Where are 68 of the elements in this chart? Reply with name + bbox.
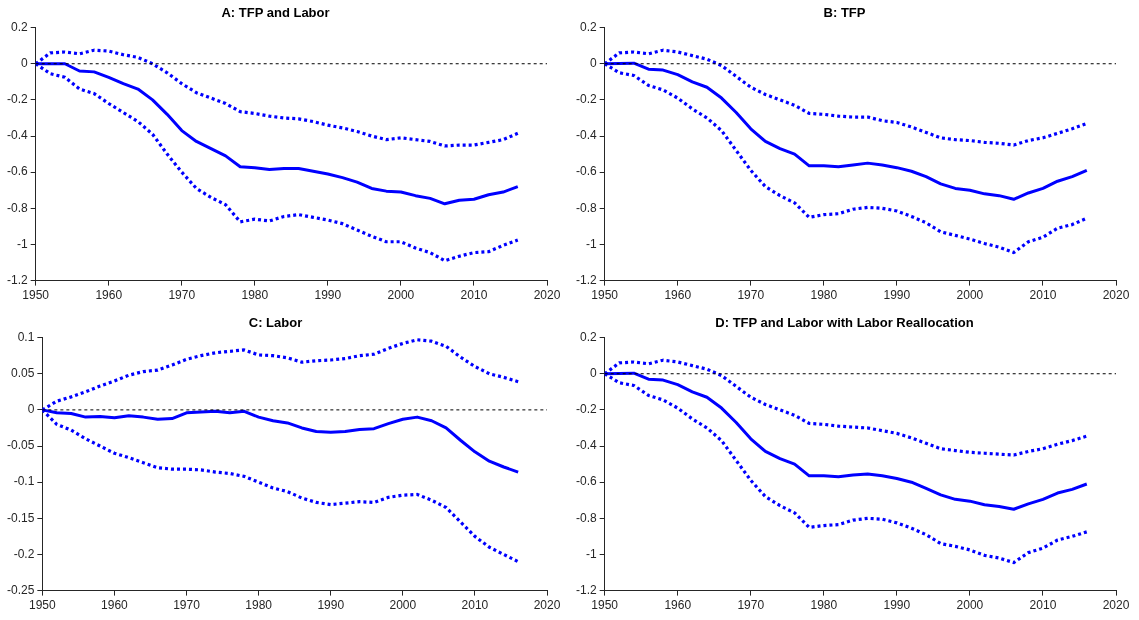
y-tick-label: -0.2	[6, 92, 28, 107]
y-tick-label: -0.15	[6, 510, 35, 525]
x-tick-label: 1970	[737, 288, 765, 303]
y-tick-label: -0.2	[575, 92, 597, 107]
x-tick-label: 1980	[245, 598, 273, 613]
y-tick-label: -1.2	[575, 582, 597, 597]
chart-title: B: TFP	[823, 5, 866, 21]
x-tick-label: 2000	[956, 598, 984, 613]
x-tick-label: 2020	[533, 288, 561, 303]
x-tick-label: 1990	[314, 288, 342, 303]
y-tick-label: -0.6	[575, 474, 597, 489]
y-tick-label: -0.4	[575, 128, 597, 143]
chart-title: A: TFP and Labor	[221, 5, 330, 21]
x-tick-label: 1950	[591, 288, 619, 303]
y-tick-label: -0.05	[6, 438, 35, 453]
y-tick-label: 0	[27, 402, 35, 417]
y-tick-label: -0.4	[575, 438, 597, 453]
y-tick-label: -0.8	[6, 200, 28, 215]
y-tick-label: 0.1	[17, 329, 35, 344]
x-tick-label: 2000	[389, 598, 417, 613]
y-tick-label: -0.25	[6, 582, 35, 597]
y-tick-label: -0.2	[13, 546, 35, 561]
y-tick-label: 0	[20, 56, 28, 71]
y-tick-label: 0.2	[10, 19, 28, 34]
y-tick-label: -0.6	[6, 164, 28, 179]
y-tick-label: 0.2	[579, 329, 597, 344]
x-tick-label: 1980	[810, 598, 838, 613]
y-tick-label: -0.2	[575, 402, 597, 417]
y-tick-label: -0.6	[575, 164, 597, 179]
x-tick-label: 1960	[664, 288, 692, 303]
x-tick-label: 1950	[22, 288, 50, 303]
y-tick-label: -1.2	[6, 272, 28, 287]
y-tick-label: -0.8	[575, 200, 597, 215]
x-tick-label: 1980	[810, 288, 838, 303]
x-tick-label: 1990	[883, 288, 911, 303]
x-tick-label: 2000	[956, 288, 984, 303]
x-tick-label: 1990	[317, 598, 345, 613]
y-tick-label: 0	[589, 56, 597, 71]
x-tick-label: 1960	[95, 288, 123, 303]
x-tick-label: 1950	[29, 598, 57, 613]
y-tick-label: -1	[586, 236, 597, 251]
y-tick-label: 0.05	[10, 366, 35, 381]
x-tick-label: 1960	[101, 598, 129, 613]
chart-title: C: Labor	[248, 315, 303, 331]
chart-title: D: TFP and Labor with Labor Reallocation	[715, 315, 974, 331]
x-tick-label: 1970	[168, 288, 196, 303]
x-tick-label: 2010	[460, 288, 488, 303]
y-tick-label: -0.8	[575, 510, 597, 525]
x-tick-label: 2020	[533, 598, 561, 613]
y-tick-label: 0.2	[579, 19, 597, 34]
x-tick-label: 1970	[737, 598, 765, 613]
x-tick-label: 2020	[1102, 598, 1130, 613]
x-tick-label: 2000	[387, 288, 415, 303]
x-tick-label: 1980	[241, 288, 269, 303]
x-tick-label: 2020	[1102, 288, 1130, 303]
x-tick-label: 1990	[883, 598, 911, 613]
y-tick-label: 0	[589, 366, 597, 381]
y-tick-label: -0.1	[13, 474, 35, 489]
y-tick-label: -0.4	[6, 128, 28, 143]
y-tick-label: -1.2	[575, 272, 597, 287]
x-tick-label: 1970	[173, 598, 201, 613]
y-tick-label: -1	[17, 236, 28, 251]
x-tick-label: 2010	[461, 598, 489, 613]
x-tick-label: 1950	[591, 598, 619, 613]
x-tick-label: 2010	[1029, 288, 1057, 303]
x-tick-label: 1960	[664, 598, 692, 613]
y-tick-label: -1	[586, 546, 597, 561]
x-tick-label: 2010	[1029, 598, 1057, 613]
